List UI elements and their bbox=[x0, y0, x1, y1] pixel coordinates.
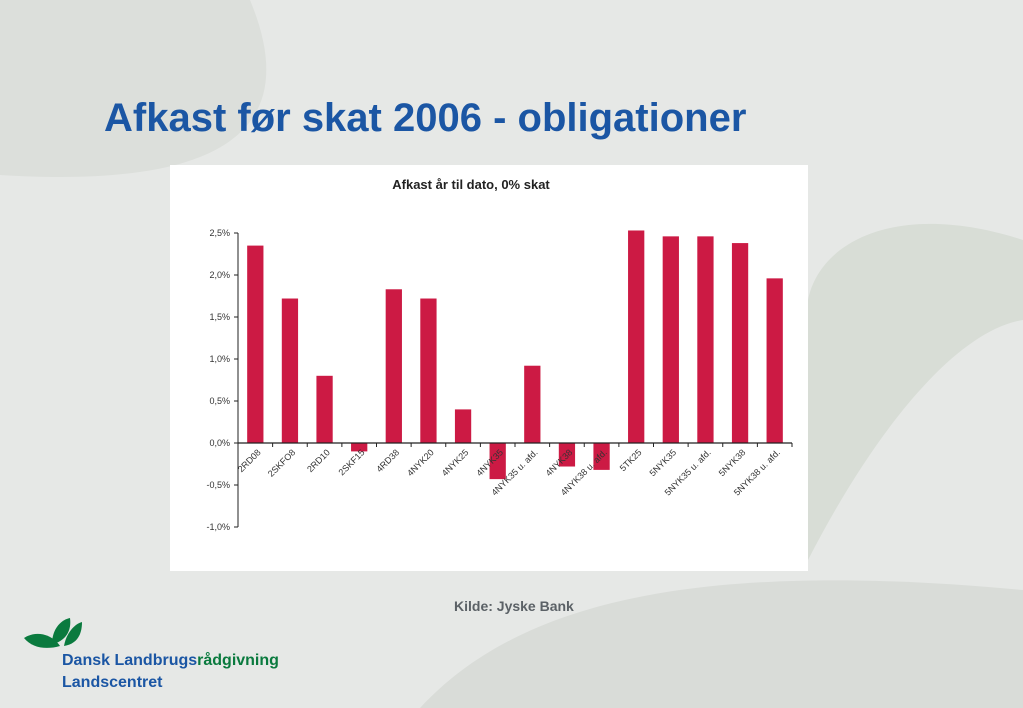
bar bbox=[628, 230, 645, 443]
chart-panel: Afkast år til dato, 0% skat 2,5% 2,0% 1,5%… bbox=[170, 165, 808, 571]
y-tick-label: 0,5% bbox=[209, 396, 230, 406]
bar bbox=[247, 245, 264, 443]
chart-title: Afkast år til dato, 0% skat bbox=[392, 177, 550, 192]
x-tick-label: 2RD08 bbox=[236, 447, 263, 474]
brand-subtitle: Landscentret bbox=[62, 674, 163, 691]
bar bbox=[316, 375, 333, 443]
bar bbox=[558, 443, 576, 467]
bar bbox=[420, 298, 437, 443]
brand-name-part1: Dansk Landbrugs bbox=[62, 652, 198, 669]
leaf-logo-icon bbox=[24, 618, 82, 648]
y-tick-label: 2,5% bbox=[209, 228, 230, 238]
bar bbox=[385, 289, 402, 443]
brand-name: Dansk Landbrugsrådgivning bbox=[62, 652, 279, 670]
bar bbox=[593, 443, 610, 470]
x-tick-label: 2SKF15 bbox=[337, 447, 367, 477]
background-leaf-right bbox=[808, 223, 1023, 560]
bar bbox=[454, 409, 472, 443]
y-tick-label: 0,0% bbox=[209, 438, 230, 448]
x-tick-label: 2RD10 bbox=[305, 447, 332, 474]
x-tick-label: 5NYK38 bbox=[717, 447, 748, 478]
x-tick-label: 5TK25 bbox=[618, 447, 644, 473]
x-tick-label: 4RD38 bbox=[374, 447, 401, 474]
x-tick-label: 4NYK20 bbox=[405, 447, 436, 478]
y-tick-label: 1,5% bbox=[209, 312, 230, 322]
y-tick-label: -0,5% bbox=[206, 480, 230, 490]
bar bbox=[524, 365, 541, 443]
bar bbox=[766, 278, 783, 443]
y-tick-label: 1,0% bbox=[209, 354, 230, 364]
bar bbox=[697, 236, 714, 443]
slide-title: Afkast før skat 2006 - obligationer bbox=[104, 96, 747, 140]
bar bbox=[731, 243, 749, 443]
x-tick-label: 5NYK35 bbox=[647, 447, 678, 478]
bar bbox=[662, 236, 679, 443]
x-tick-label: 2SKFO8 bbox=[266, 447, 297, 478]
bar bbox=[281, 298, 299, 443]
y-tick-label: -1,0% bbox=[206, 522, 230, 532]
y-tick-label: 2,0% bbox=[209, 270, 230, 280]
bar bbox=[351, 443, 368, 452]
x-tick-label: 4NYK25 bbox=[440, 447, 471, 478]
brand-name-part2: rådgivning bbox=[197, 652, 279, 669]
source-note: Kilde: Jyske Bank bbox=[454, 598, 574, 614]
bar-chart: Afkast år til dato, 0% skat 2,5% 2,0% 1,5%… bbox=[206, 177, 793, 532]
bar bbox=[489, 443, 506, 480]
background-leaf-left bbox=[0, 0, 267, 178]
